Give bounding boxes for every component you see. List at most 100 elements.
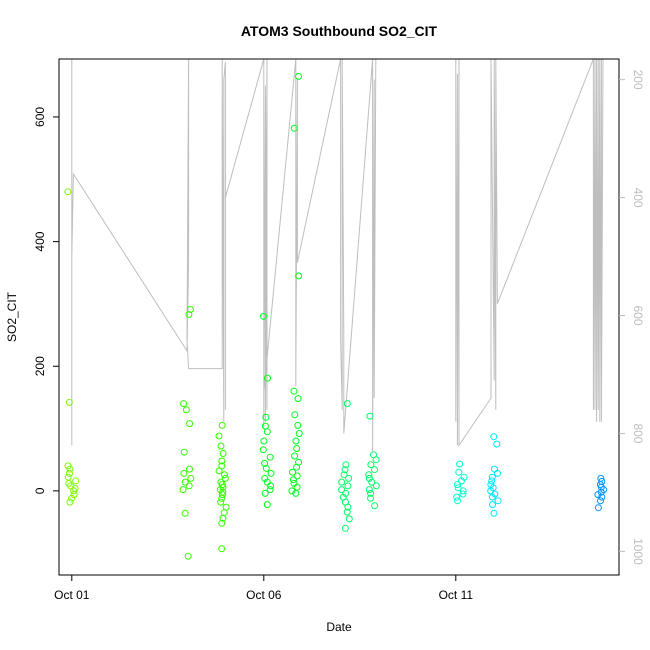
data-point [293, 463, 301, 471]
data-point [64, 188, 72, 196]
data-point [182, 406, 190, 414]
data-point [291, 411, 299, 419]
data-point [185, 482, 193, 490]
data-point [267, 469, 275, 477]
data-point [66, 469, 73, 477]
data-point [292, 437, 300, 445]
data-point [218, 491, 226, 499]
y2-tick-label: 800 [631, 423, 645, 443]
data-point [454, 481, 461, 489]
data-point [295, 272, 303, 280]
data-point [597, 497, 604, 505]
y2-tick-label: 400 [631, 188, 645, 208]
y2-axis: 200 400 600 800 1000 [619, 70, 645, 565]
data-point [371, 502, 379, 510]
y2-tick-label: 1000 [631, 538, 645, 565]
data-point [218, 494, 226, 502]
data-point [455, 468, 463, 476]
data-point [365, 471, 373, 479]
data-point [293, 483, 301, 491]
data-point [454, 484, 462, 492]
data-point [184, 552, 192, 560]
data-point [458, 477, 465, 485]
data-point [217, 442, 225, 450]
data-point [459, 490, 467, 498]
data-point [294, 421, 302, 429]
data-point [218, 457, 226, 465]
data-point [260, 312, 267, 320]
data-point [594, 504, 602, 512]
data-point [365, 474, 373, 482]
data-point [215, 467, 223, 475]
data-point [365, 486, 373, 494]
data-point [266, 453, 274, 461]
data-point [494, 497, 502, 505]
data-point [289, 476, 297, 484]
data-point [68, 494, 76, 502]
x-tick-label: Oct 01 [54, 588, 90, 602]
data-point [342, 489, 350, 497]
data-point [66, 498, 74, 506]
data-point [290, 387, 298, 395]
data-point [180, 400, 188, 408]
data-point [295, 72, 302, 80]
data-point [267, 482, 275, 490]
data-point [489, 501, 496, 509]
data-point [456, 460, 464, 468]
data-point [342, 461, 350, 469]
data-point [263, 501, 271, 509]
data-point [179, 486, 187, 494]
data-point [70, 487, 78, 495]
x-tick-label: Oct 06 [246, 588, 282, 602]
data-point [181, 478, 189, 486]
data-point [488, 477, 496, 485]
data-point [181, 509, 189, 517]
data-point [219, 450, 227, 457]
data-point [371, 466, 378, 474]
data-point [367, 489, 375, 497]
data-point [341, 466, 349, 474]
data-point [186, 465, 193, 473]
points-layer [64, 72, 608, 560]
plot-frame [58, 58, 620, 576]
x-axis-label: Date [326, 620, 352, 634]
data-point [266, 486, 274, 494]
data-point [494, 469, 501, 477]
data-point [263, 428, 271, 436]
data-point [293, 445, 301, 452]
data-point [264, 374, 271, 382]
data-point [341, 524, 349, 532]
data-point [343, 400, 351, 408]
data-point [261, 459, 269, 467]
data-point [338, 478, 346, 486]
data-point [294, 395, 302, 403]
data-point [488, 473, 496, 481]
data-point [453, 493, 461, 501]
y-axis-label: SO2_CIT [5, 291, 19, 342]
data-point [221, 474, 229, 482]
data-point [488, 493, 496, 501]
y2-tick-label: 200 [631, 70, 645, 90]
data-point [218, 545, 226, 553]
data-point [493, 440, 501, 448]
data-point [262, 464, 270, 472]
y-tick-label: 200 [33, 356, 47, 376]
data-point [221, 471, 228, 479]
data-point [490, 433, 498, 441]
y-tick-label: 600 [33, 107, 47, 127]
data-point [372, 456, 380, 464]
data-point [459, 487, 467, 495]
data-point [340, 471, 348, 479]
data-point [291, 452, 299, 460]
data-point [180, 448, 188, 456]
x-tick-label: Oct 11 [439, 588, 474, 602]
data-point [344, 503, 352, 511]
data-point [218, 519, 226, 527]
data-point [344, 482, 352, 490]
data-point [345, 474, 353, 482]
data-point [262, 413, 270, 421]
x-axis: Oct 01 Oct 06 Oct 11 [54, 575, 473, 602]
data-point [186, 306, 194, 313]
data-point [215, 432, 223, 440]
